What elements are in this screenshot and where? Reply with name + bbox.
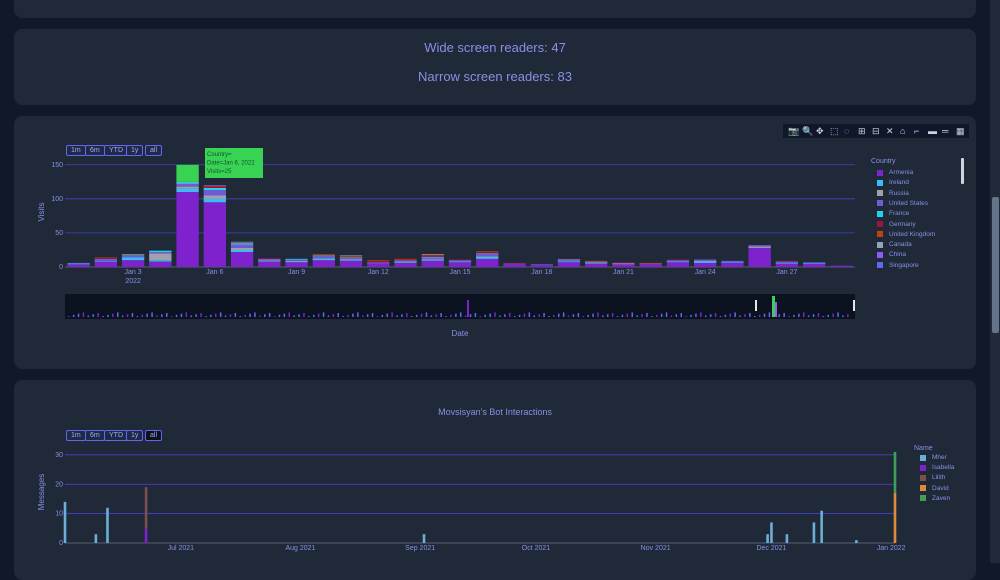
hover-compare-icon[interactable]: ═ <box>942 126 949 136</box>
page-scrollbar[interactable] <box>990 0 1000 563</box>
zoom-in-icon[interactable]: ⊞ <box>858 126 866 136</box>
legend-label: Ireland <box>889 179 909 187</box>
legend-swatch <box>920 464 926 471</box>
legend-label: Armenia <box>889 169 914 176</box>
legend-label: Isabella <box>932 464 955 472</box>
legend-label: Zaven <box>932 494 951 502</box>
camera-icon[interactable]: 📷 <box>788 126 800 136</box>
legend-swatch <box>877 200 883 207</box>
range-ytd-button[interactable]: YTD <box>104 145 128 156</box>
pan-icon[interactable]: ✥ <box>816 126 824 136</box>
legend-item[interactable]: Singapore <box>877 262 919 269</box>
legend-item[interactable]: Germany <box>877 221 916 228</box>
legend-label: Lilith <box>932 474 946 482</box>
legend-item[interactable]: Armenia <box>877 169 913 176</box>
range-all-button[interactable]: all <box>145 145 163 156</box>
wide-screen-readers: Wide screen readers: 47 <box>424 40 566 55</box>
legend-title: Country <box>871 158 896 165</box>
range-6m-button[interactable]: 6m <box>85 430 105 441</box>
legend-item[interactable]: David <box>920 485 949 492</box>
legend-label: Germany <box>889 220 916 228</box>
readers-card: Wide screen readers: 47 Narrow screen re… <box>14 29 976 105</box>
legend-item[interactable]: China <box>877 251 906 258</box>
range-all-button[interactable]: all <box>145 430 163 441</box>
legend-swatch <box>877 262 883 269</box>
legend-swatch <box>877 221 883 227</box>
legend-label: China <box>889 251 906 259</box>
legend-item[interactable]: Russia <box>877 190 909 197</box>
range-1y-button[interactable]: 1y <box>126 145 144 156</box>
bot-chart-card <box>14 380 976 580</box>
hover-closest-icon[interactable]: ▬ <box>928 126 937 136</box>
lasso-icon[interactable]: ◌ <box>844 126 850 136</box>
scrollbar-thumb[interactable] <box>992 197 999 333</box>
legend-label: Canada <box>889 241 912 249</box>
legend-label: United States <box>889 199 929 207</box>
legend-item[interactable]: Lilith <box>920 474 945 481</box>
legend-swatch <box>877 251 883 258</box>
legend-label: David <box>932 484 949 492</box>
legend-item[interactable]: Ireland <box>877 179 909 186</box>
range-6m-button[interactable]: 6m <box>85 145 105 156</box>
legend-label: Singapore <box>889 261 919 269</box>
legend-label: France <box>889 210 910 218</box>
top-card <box>14 0 976 18</box>
zoom-icon[interactable]: 🔍 <box>802 126 814 136</box>
legend-title: Name <box>914 445 933 452</box>
legend-swatch <box>920 474 926 481</box>
range-1y-button[interactable]: 1y <box>126 430 144 441</box>
narrow-screen-readers: Narrow screen readers: 83 <box>418 69 572 84</box>
legend-label: Russia <box>889 189 909 197</box>
legend-label: United Kingdom <box>889 230 936 238</box>
legend-swatch <box>877 231 883 238</box>
visits-chart-card <box>14 116 976 369</box>
range-1m-button[interactable]: 1m <box>66 145 86 156</box>
range-1m-button[interactable]: 1m <box>66 430 86 441</box>
reset-axes-icon[interactable]: ⌂ <box>900 126 906 136</box>
legend-swatch <box>877 210 883 217</box>
legend-label: Mher <box>932 454 947 461</box>
spike-lines-icon[interactable]: ⌐ <box>914 126 920 136</box>
legend-swatch <box>877 169 883 176</box>
legend-swatch <box>920 454 926 461</box>
legend-scrollbar[interactable] <box>961 158 964 184</box>
legend-item[interactable]: Zaven <box>920 495 950 502</box>
legend-swatch <box>920 485 926 492</box>
legend-item[interactable]: Isabella <box>920 464 954 471</box>
box-select-icon[interactable]: ⬚ <box>830 126 839 136</box>
plotly-logo-icon[interactable]: ▦ <box>956 126 965 136</box>
zoom-out-icon[interactable]: ⊟ <box>872 126 880 136</box>
legend-swatch <box>877 190 883 197</box>
legend-item[interactable]: United Kingdom <box>877 231 935 238</box>
legend-item[interactable]: France <box>877 210 909 217</box>
legend-item[interactable]: Canada <box>877 241 912 248</box>
legend-item[interactable]: Mher <box>920 454 947 461</box>
autoscale-icon[interactable]: ✕ <box>886 126 894 136</box>
legend-item[interactable]: United States <box>877 200 928 207</box>
legend-swatch <box>920 495 926 502</box>
legend-swatch <box>877 241 883 248</box>
modebar: 📷 🔍 ✥ ⬚ ◌ ⊞ ⊟ ✕ ⌂ ⌐ ▬ ═ ▦ <box>783 124 969 138</box>
legend-swatch <box>877 179 883 186</box>
range-ytd-button[interactable]: YTD <box>104 430 128 441</box>
